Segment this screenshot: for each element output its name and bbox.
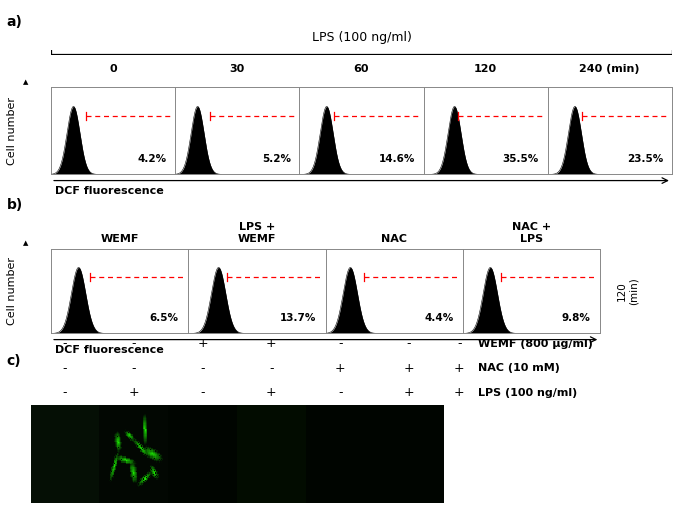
Text: LPS (100 ng/ml): LPS (100 ng/ml) bbox=[312, 31, 411, 44]
Text: b): b) bbox=[7, 198, 23, 211]
Text: -: - bbox=[269, 362, 273, 375]
Text: -: - bbox=[201, 362, 205, 375]
Text: 9.8%: 9.8% bbox=[562, 313, 591, 323]
Text: NAC (10 mM): NAC (10 mM) bbox=[478, 363, 560, 373]
Text: 23.5%: 23.5% bbox=[627, 154, 663, 164]
Text: LPS +
WEMF: LPS + WEMF bbox=[238, 222, 276, 244]
Text: DCF fluorescence: DCF fluorescence bbox=[55, 186, 163, 196]
Text: +: + bbox=[266, 386, 277, 400]
Text: 4.4%: 4.4% bbox=[424, 313, 454, 323]
Text: +: + bbox=[128, 386, 139, 400]
Text: ▲: ▲ bbox=[23, 240, 29, 246]
Text: Cell number: Cell number bbox=[8, 97, 17, 165]
Text: -: - bbox=[338, 337, 342, 350]
Text: WEMF: WEMF bbox=[100, 234, 139, 244]
Text: -: - bbox=[457, 337, 462, 350]
Text: -: - bbox=[63, 386, 68, 400]
Text: +: + bbox=[266, 337, 277, 350]
Text: +: + bbox=[454, 386, 464, 400]
Text: 13.7%: 13.7% bbox=[280, 313, 316, 323]
Text: +: + bbox=[404, 386, 414, 400]
Text: -: - bbox=[201, 386, 205, 400]
Text: 35.5%: 35.5% bbox=[503, 154, 539, 164]
Text: 30: 30 bbox=[230, 65, 245, 74]
Text: -: - bbox=[132, 337, 136, 350]
Text: -: - bbox=[338, 386, 342, 400]
Text: ▲: ▲ bbox=[23, 78, 29, 85]
Text: NAC +
LPS: NAC + LPS bbox=[512, 222, 551, 244]
Text: WEMF (800 μg/ml): WEMF (800 μg/ml) bbox=[478, 339, 593, 349]
Text: +: + bbox=[454, 362, 464, 375]
Text: LPS (100 ng/ml): LPS (100 ng/ml) bbox=[478, 388, 577, 398]
Text: c): c) bbox=[7, 354, 21, 368]
Text: a): a) bbox=[7, 15, 23, 29]
Text: 120
(min): 120 (min) bbox=[617, 277, 639, 305]
Text: 120: 120 bbox=[474, 65, 497, 74]
Text: 4.2%: 4.2% bbox=[138, 154, 166, 164]
Text: 6.5%: 6.5% bbox=[150, 313, 179, 323]
Text: Cell number: Cell number bbox=[8, 257, 17, 325]
Text: +: + bbox=[404, 362, 414, 375]
Text: +: + bbox=[197, 337, 208, 350]
Text: NAC: NAC bbox=[381, 234, 407, 244]
Text: +: + bbox=[335, 362, 346, 375]
Text: -: - bbox=[406, 337, 411, 350]
Text: -: - bbox=[63, 362, 68, 375]
Text: 0: 0 bbox=[109, 65, 117, 74]
Text: 60: 60 bbox=[354, 65, 369, 74]
Text: DCF fluorescence: DCF fluorescence bbox=[55, 345, 163, 355]
Text: 240 (min): 240 (min) bbox=[580, 65, 640, 74]
Text: 5.2%: 5.2% bbox=[262, 154, 291, 164]
Text: -: - bbox=[132, 362, 136, 375]
Text: 14.6%: 14.6% bbox=[379, 154, 415, 164]
Text: -: - bbox=[63, 337, 68, 350]
